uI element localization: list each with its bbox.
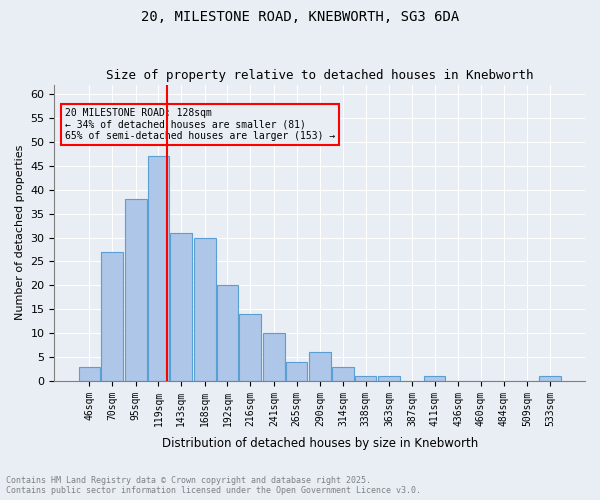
Text: 20, MILESTONE ROAD, KNEBWORTH, SG3 6DA: 20, MILESTONE ROAD, KNEBWORTH, SG3 6DA: [141, 10, 459, 24]
Bar: [194, 238, 215, 381]
Bar: [148, 156, 169, 381]
Bar: [79, 366, 100, 381]
Bar: [125, 200, 146, 381]
Bar: [332, 366, 354, 381]
Bar: [286, 362, 307, 381]
Title: Size of property relative to detached houses in Knebworth: Size of property relative to detached ho…: [106, 69, 533, 82]
Bar: [309, 352, 331, 381]
Y-axis label: Number of detached properties: Number of detached properties: [15, 145, 25, 320]
Text: 20 MILESTONE ROAD: 128sqm
← 34% of detached houses are smaller (81)
65% of semi-: 20 MILESTONE ROAD: 128sqm ← 34% of detac…: [65, 108, 335, 142]
Bar: [379, 376, 400, 381]
Bar: [239, 314, 261, 381]
Bar: [217, 286, 238, 381]
Bar: [424, 376, 445, 381]
Bar: [355, 376, 376, 381]
Bar: [539, 376, 561, 381]
Bar: [170, 232, 192, 381]
X-axis label: Distribution of detached houses by size in Knebworth: Distribution of detached houses by size …: [161, 437, 478, 450]
Bar: [263, 333, 285, 381]
Bar: [101, 252, 123, 381]
Text: Contains HM Land Registry data © Crown copyright and database right 2025.
Contai: Contains HM Land Registry data © Crown c…: [6, 476, 421, 495]
